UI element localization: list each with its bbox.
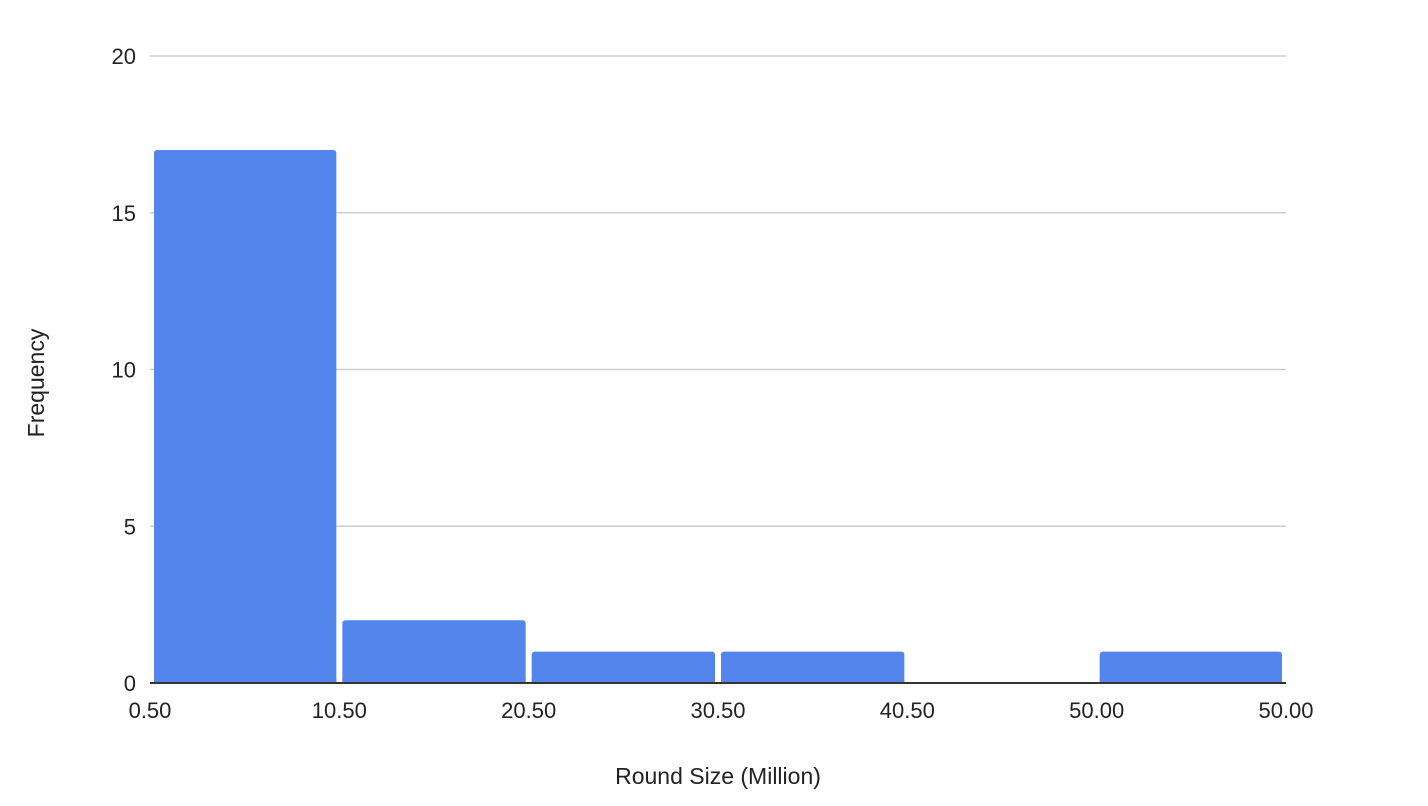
x-tick-label-6: 50.00 bbox=[1258, 698, 1313, 723]
bar-2 bbox=[531, 651, 715, 683]
x-axis-title: Round Size (Million) bbox=[615, 763, 821, 789]
x-tick-labels: 0.50 10.50 20.50 30.50 40.50 50.00 50.00 bbox=[129, 698, 1314, 723]
y-tick-label-20: 20 bbox=[112, 44, 136, 69]
x-tick-label-2: 20.50 bbox=[501, 698, 556, 723]
y-axis-title: Frequency bbox=[23, 328, 49, 437]
y-tick-labels: 0 5 10 15 20 bbox=[112, 44, 136, 696]
bar-base-2 bbox=[531, 679, 715, 683]
bar-0 bbox=[154, 150, 337, 684]
x-tick-label-4: 40.50 bbox=[880, 698, 935, 723]
bar-1 bbox=[342, 620, 526, 683]
y-tick-label-10: 10 bbox=[112, 358, 136, 383]
y-tick-label-15: 15 bbox=[112, 201, 136, 226]
x-tick-label-0: 0.50 bbox=[129, 698, 172, 723]
bar-base-5 bbox=[1099, 679, 1282, 683]
bar-base-3 bbox=[721, 679, 905, 683]
gridlines bbox=[150, 55, 1286, 527]
y-tick-label-5: 5 bbox=[124, 514, 136, 539]
bar-3 bbox=[721, 651, 905, 683]
x-tick-label-5: 50.00 bbox=[1069, 698, 1124, 723]
bar-5 bbox=[1099, 651, 1282, 683]
x-tick-label-3: 30.50 bbox=[690, 698, 745, 723]
bar-base-1 bbox=[342, 679, 526, 683]
x-tick-label-1: 10.50 bbox=[312, 698, 367, 723]
bars bbox=[154, 150, 1282, 684]
y-tick-label-0: 0 bbox=[124, 671, 136, 696]
bar-base-0 bbox=[154, 679, 337, 683]
